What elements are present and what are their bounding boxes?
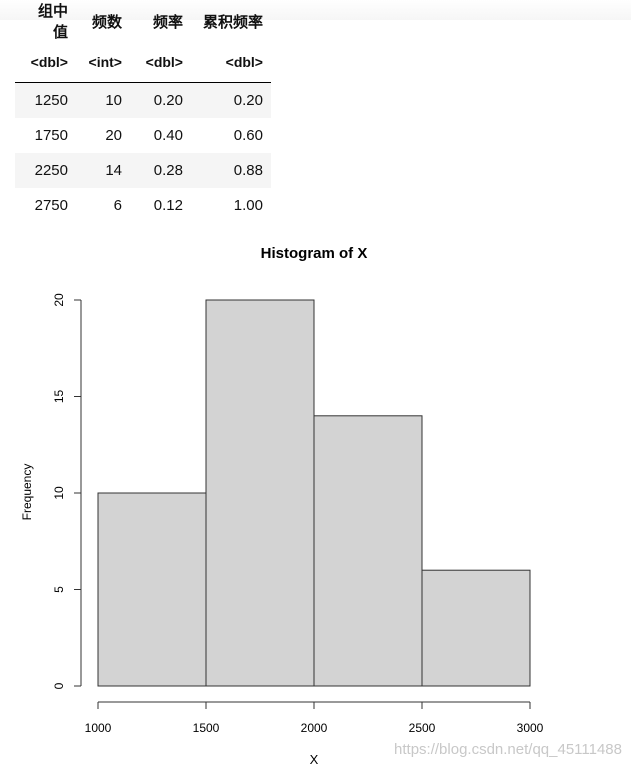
col-header-count: 频数: [91, 13, 122, 31]
y-axis-label: Frequency: [20, 464, 34, 521]
col-header-cumulative: 累积频率: [202, 13, 263, 31]
table-row: 1250 10 0.20 0.20: [15, 82, 271, 118]
col-type: <int>: [76, 42, 130, 83]
table-cell: 1750: [34, 127, 68, 144]
histogram-bar: [313, 415, 423, 687]
x-tick-label: 1000: [85, 721, 112, 735]
y-tick-label: 0: [52, 682, 66, 689]
table-cell: 14: [76, 153, 130, 188]
frequency-table: 组中值 频数 频率 累积频率 <dbl> <int> <dbl> <dbl> 1…: [15, 0, 271, 223]
table-cell: 0.28: [130, 153, 191, 188]
y-tick-label: 5: [52, 586, 66, 593]
table-type-row: <dbl> <int> <dbl> <dbl>: [15, 42, 271, 83]
table-cell: 2750: [34, 197, 68, 214]
table-cell: 20: [105, 127, 122, 144]
x-axis-label: X: [310, 752, 319, 767]
watermark: https://blog.csdn.net/qq_45111488: [394, 741, 622, 758]
table-cell: 1.00: [233, 197, 263, 214]
histogram-bar: [421, 569, 531, 687]
table-cell: 0.60: [233, 127, 263, 144]
x-tick-label: 2500: [409, 721, 436, 735]
histogram-bars: [97, 299, 531, 687]
y-tick-label: 15: [52, 390, 66, 404]
histogram-bar: [205, 299, 315, 687]
x-tick-label: 2000: [301, 721, 328, 735]
col-header-midpoint: 组中值: [37, 3, 68, 41]
col-type: <dbl>: [191, 42, 271, 83]
histogram-bar: [97, 492, 207, 687]
table-cell: 10: [76, 82, 130, 118]
x-tick-label: 1500: [193, 721, 220, 735]
table-cell: 0.20: [191, 82, 271, 118]
table-cell: 0.12: [153, 197, 183, 214]
table-cell: 1250: [15, 82, 76, 118]
table-row: 2750 6 0.12 1.00: [15, 188, 271, 223]
top-bar: [0, 0, 631, 20]
table-header-row: 组中值 频数 频率 累积频率: [15, 0, 271, 42]
col-type: <dbl>: [15, 42, 76, 83]
table-cell: 6: [113, 197, 122, 214]
table-cell: 0.40: [153, 127, 183, 144]
chart-title: Histogram of X: [261, 245, 368, 262]
x-tick-label: 3000: [517, 721, 544, 735]
table-row: 2250 14 0.28 0.88: [15, 153, 271, 188]
table-cell: 2250: [15, 153, 76, 188]
y-tick-label: 20: [52, 293, 66, 307]
table-cell: 0.20: [130, 82, 191, 118]
table-row: 1750 20 0.40 0.60: [15, 118, 271, 153]
y-axis: 0 5 10 15 20: [52, 293, 82, 689]
y-tick-label: 10: [52, 486, 66, 500]
x-axis: 1000 1500 2000 2500 3000: [85, 701, 544, 735]
col-header-frequency: 频率: [152, 13, 183, 31]
col-type: <dbl>: [130, 42, 191, 83]
table-cell: 0.88: [191, 153, 271, 188]
histogram-plot: Histogram of X X Frequency 1000 1500 2000 2…: [20, 245, 544, 767]
